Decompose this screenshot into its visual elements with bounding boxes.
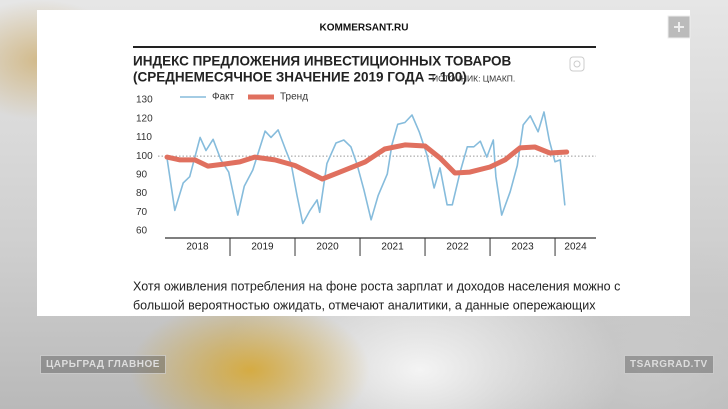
site-name: KOMMERSANT.RU	[320, 23, 409, 34]
article-text: большой вероятностью ожидать, отмечают а…	[133, 298, 596, 312]
series-line	[164, 142, 570, 182]
x-tick-label: 2023	[511, 242, 534, 253]
chart-title: ИНДЕКС ПРЕДЛОЖЕНИЯ ИНВЕСТИЦИОННЫХ ТОВАРО…	[133, 54, 512, 69]
chart-subtitle: (СРЕДНЕМЕСЯЧНОЕ ЗНАЧЕНИЕ 2019 ГОДА = 100…	[133, 70, 467, 85]
channel-icon	[667, 15, 691, 39]
y-tick-label: 100	[136, 151, 153, 162]
article-text: Хотя оживления потребления на фоне роста…	[133, 279, 620, 293]
x-tick-label: 2020	[316, 242, 339, 253]
x-tick-label: 2018	[186, 242, 209, 253]
legend-label: Тренд	[280, 92, 308, 103]
channel-label: ЦАРЬГРАД ГЛАВНОЕ	[40, 355, 166, 374]
y-tick-label: 60	[136, 226, 148, 237]
y-tick-label: 80	[136, 188, 148, 199]
x-tick-label: 2019	[251, 242, 274, 253]
x-tick-label: 2024	[564, 242, 587, 253]
legend-label: Факт	[212, 92, 235, 103]
chart-source: ИСТОЧНИК: ЦМАКП.	[432, 73, 515, 83]
y-tick-label: 130	[136, 95, 153, 106]
y-tick-label: 120	[136, 113, 153, 124]
x-tick-label: 2021	[381, 242, 404, 253]
y-tick-label: 70	[136, 207, 148, 218]
y-tick-label: 90	[136, 169, 148, 180]
x-tick-label: 2022	[446, 242, 469, 253]
series-line	[166, 111, 566, 225]
y-tick-label: 110	[136, 132, 152, 143]
channel-site: TSARGRAD.TV	[624, 355, 714, 374]
logo-icon	[569, 56, 585, 72]
